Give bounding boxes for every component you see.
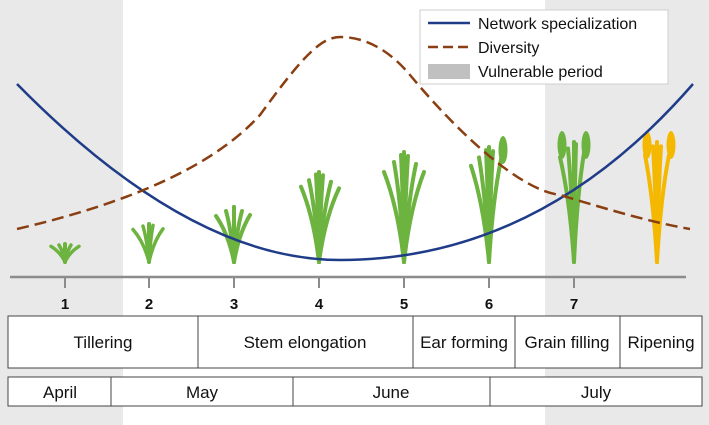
stage-ticks [64, 277, 575, 288]
legend-label-diversity: Diversity [478, 40, 539, 57]
legend: Network specialization Diversity Vulnera… [419, 9, 669, 85]
phase-stem-elongation: Stem elongation [244, 333, 367, 352]
network-specialization-curve [16, 83, 694, 262]
plant-ear [498, 136, 508, 164]
legend-label-vulnerable: Vulnerable period [478, 64, 603, 81]
phase-row: Tillering Stem elongation Ear forming Gr… [7, 315, 703, 369]
plant-icon [642, 131, 676, 264]
stage-number: 5 [400, 296, 408, 313]
plant-icon [469, 136, 508, 264]
plant-ear [642, 131, 652, 159]
legend-band-swatch-icon [428, 64, 470, 79]
month-may: May [186, 383, 219, 402]
stage-number: 2 [145, 296, 153, 313]
month-row-frame [7, 376, 703, 407]
plant-ear [666, 131, 676, 159]
plant-growth-stages [49, 131, 676, 264]
plant-ear [557, 131, 567, 159]
stage-number: 4 [315, 296, 324, 313]
phase-row-frame [7, 315, 703, 369]
stage-number: 7 [570, 296, 578, 313]
plant-icon [131, 222, 165, 264]
month-june: June [373, 383, 410, 402]
plant-icon [49, 242, 81, 264]
diversity-curve [16, 35, 691, 231]
month-row: April May June July [7, 376, 703, 407]
plant-ear [581, 131, 591, 159]
phase-tillering: Tillering [74, 333, 133, 352]
phase-grain-filling: Grain filling [524, 333, 609, 352]
stage-number: 3 [230, 296, 238, 313]
plant-icon [299, 170, 341, 264]
month-april: April [43, 383, 77, 402]
plant-icon [382, 150, 426, 264]
phase-ripening: Ripening [627, 333, 694, 352]
stage-numbers: 1 2 3 4 5 6 7 [61, 296, 578, 313]
legend-label-specialization: Network specialization [478, 16, 637, 33]
stage-number: 1 [61, 296, 69, 313]
month-july: July [581, 383, 612, 402]
phase-ear-forming: Ear forming [420, 333, 508, 352]
stage-number: 6 [485, 296, 493, 313]
